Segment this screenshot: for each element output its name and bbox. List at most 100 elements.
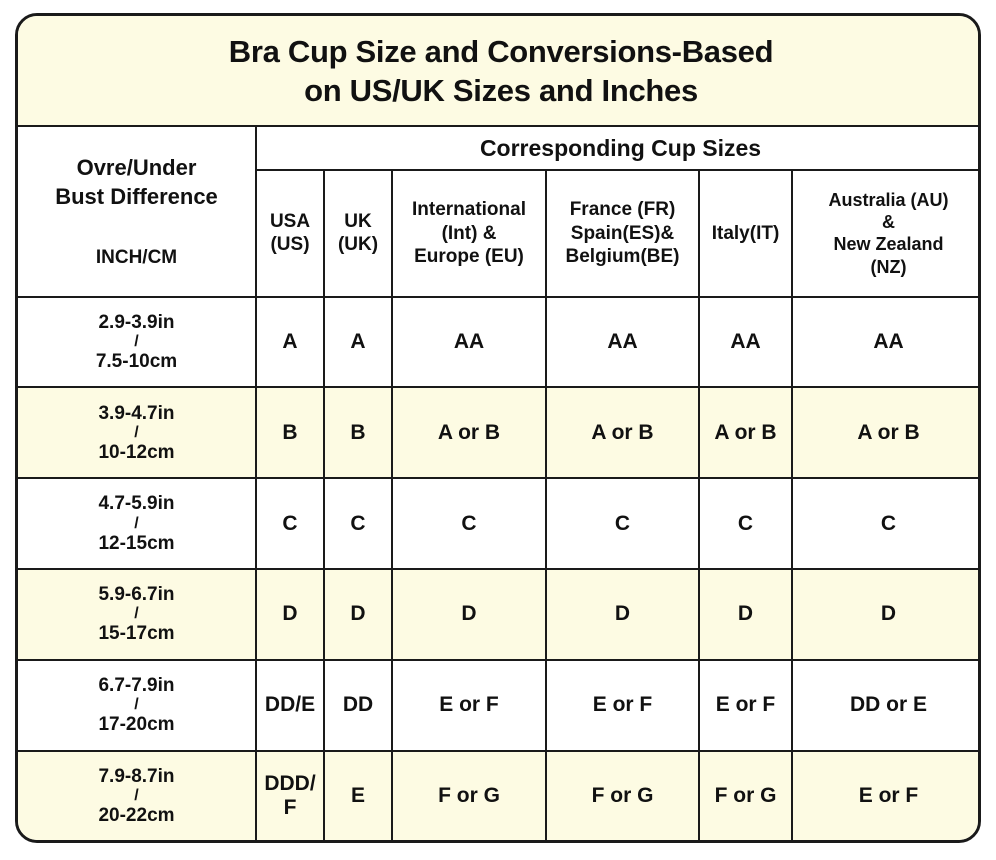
row-4-fr: D [545, 567, 700, 661]
title-line-2: on US/UK Sizes and Inches [304, 72, 698, 108]
row-3-separator: / [134, 514, 139, 532]
header-col-it-line-1: Italy(IT) [711, 222, 780, 244]
header-col-italy: Italy(IT) [698, 169, 793, 298]
row-4-int: D [391, 567, 547, 661]
row-4-it: D [698, 567, 793, 661]
header-col-australia-newzealand: Australia (AU) & New Zealand (NZ) [790, 169, 978, 298]
table-row: 5.9-6.7in / 15-17cm D D D D D D [18, 567, 978, 661]
row-4-usa: D [255, 567, 325, 661]
row-5-uk: DD [323, 658, 393, 752]
header-bust-difference: Ovre/Under Bust Difference INCH/CM [18, 125, 257, 298]
header-col-international: International (Int) & Europe (EU) [391, 169, 547, 298]
row-6-au: E or F [790, 749, 978, 840]
row-2-it: A or B [698, 386, 793, 480]
table-title-row: Bra Cup Size and Conversions-Based on US… [18, 16, 978, 128]
row-2-au: A or B [790, 386, 978, 480]
row-1-au: AA [790, 295, 978, 389]
header-col-fr-line-1: France (FR) [569, 199, 676, 221]
row-1-cm: 7.5-10cm [95, 351, 178, 373]
row-1-it: AA [698, 295, 793, 389]
header-col-int-line-2: (Int) & [441, 222, 497, 244]
header-col-fr-line-3: Belgium(BE) [565, 246, 680, 268]
header-col-usa-line-1: USA [269, 210, 311, 232]
row-6-separator: / [134, 786, 139, 804]
header-col-au-line-3: New Zealand [833, 234, 944, 255]
header-col-int-line-1: International [411, 199, 526, 221]
header-col-uk-line-1: UK [344, 210, 372, 232]
row-2-usa: B [255, 386, 325, 480]
row-5-separator: / [134, 696, 139, 714]
header-col-au-line-1: Australia (AU) [828, 189, 949, 210]
row-3-it: C [698, 477, 793, 570]
row-2-cm: 10-12cm [98, 441, 175, 463]
row-2-inch: 3.9-4.7in [98, 402, 175, 424]
row-5-fr: E or F [545, 658, 700, 752]
row-4-inch: 5.9-6.7in [98, 584, 175, 606]
table-row: 3.9-4.7in / 10-12cm B B A or B A or B A … [18, 386, 978, 480]
row-6-uk: E [323, 749, 393, 840]
row-4-separator: / [134, 605, 139, 623]
row-6-inch: 7.9-8.7in [98, 765, 175, 787]
row-6-usa-line-1: DDD/ [264, 771, 316, 795]
header-col-uk-line-2: (UK) [337, 234, 379, 256]
row-5-it: E or F [698, 658, 793, 752]
row-6-cm: 20-22cm [98, 804, 175, 826]
header-col-france: France (FR) Spain(ES)& Belgium(BE) [545, 169, 700, 298]
row-6-usa-line-2: F [283, 795, 297, 819]
row-5-usa: DD/E [255, 658, 325, 752]
row-6-int: F or G [391, 749, 547, 840]
header-group-row: Ovre/Under Bust Difference INCH/CM Corre… [18, 125, 978, 298]
header-col-au-line-4: (NZ) [870, 256, 907, 277]
row-2-uk: B [323, 386, 393, 480]
row-2-fr: A or B [545, 386, 700, 480]
row-5-au: DD or E [790, 658, 978, 752]
row-2-difference: 3.9-4.7in / 10-12cm [18, 386, 257, 480]
row-3-fr: C [545, 477, 700, 570]
row-6-usa: DDD/ F [255, 749, 325, 840]
header-col-uk: UK (UK) [323, 169, 393, 298]
row-1-uk: A [323, 295, 393, 389]
row-3-uk: C [323, 477, 393, 570]
row-3-inch: 4.7-5.9in [98, 493, 175, 515]
row-5-difference: 6.7-7.9in / 17-20cm [18, 658, 257, 752]
row-3-int: C [391, 477, 547, 570]
header-difference-line-1: Ovre/Under [76, 154, 197, 180]
row-4-cm: 15-17cm [98, 623, 175, 645]
row-3-cm: 12-15cm [98, 532, 175, 554]
table-row: 7.9-8.7in / 20-22cm DDD/ F E F or G F or… [18, 749, 978, 840]
row-2-separator: / [134, 423, 139, 441]
row-1-separator: / [134, 333, 139, 351]
row-4-au: D [790, 567, 978, 661]
row-3-au: C [790, 477, 978, 570]
title-line-1: Bra Cup Size and Conversions-Based [228, 33, 774, 69]
page-title: Bra Cup Size and Conversions-Based on US… [18, 16, 978, 128]
header-difference-line-2: Bust Difference [55, 183, 218, 209]
header-corresponding-cup-sizes: Corresponding Cup Sizes [254, 125, 978, 172]
table-row: 4.7-5.9in / 12-15cm C C C C C C [18, 477, 978, 570]
header-col-au-line-2: & [882, 212, 895, 233]
row-3-usa: C [255, 477, 325, 570]
row-2-int: A or B [391, 386, 547, 480]
header-unit-label: INCH/CM [95, 247, 178, 269]
row-1-inch: 2.9-3.9in [98, 311, 175, 333]
header-col-usa-line-2: (US) [270, 234, 310, 256]
row-1-usa: A [255, 295, 325, 389]
row-4-difference: 5.9-6.7in / 15-17cm [18, 567, 257, 661]
row-5-int: E or F [391, 658, 547, 752]
bra-cup-conversion-table: Bra Cup Size and Conversions-Based on US… [18, 16, 978, 840]
row-6-it: F or G [698, 749, 793, 840]
row-1-fr: AA [545, 295, 700, 389]
row-5-cm: 17-20cm [98, 714, 175, 736]
row-1-int: AA [391, 295, 547, 389]
table-row: 2.9-3.9in / 7.5-10cm A A AA AA AA AA [18, 295, 978, 389]
header-columns-row: USA (US) UK (UK) International (Int) & E… [18, 169, 978, 298]
row-5-inch: 6.7-7.9in [98, 674, 175, 696]
table-row: 6.7-7.9in / 17-20cm DD/E DD E or F E or … [18, 658, 978, 752]
row-4-uk: D [323, 567, 393, 661]
row-6-fr: F or G [545, 749, 700, 840]
row-1-difference: 2.9-3.9in / 7.5-10cm [18, 295, 257, 389]
header-col-int-line-3: Europe (EU) [414, 246, 524, 268]
row-3-difference: 4.7-5.9in / 12-15cm [18, 477, 257, 570]
row-6-difference: 7.9-8.7in / 20-22cm [18, 749, 257, 840]
